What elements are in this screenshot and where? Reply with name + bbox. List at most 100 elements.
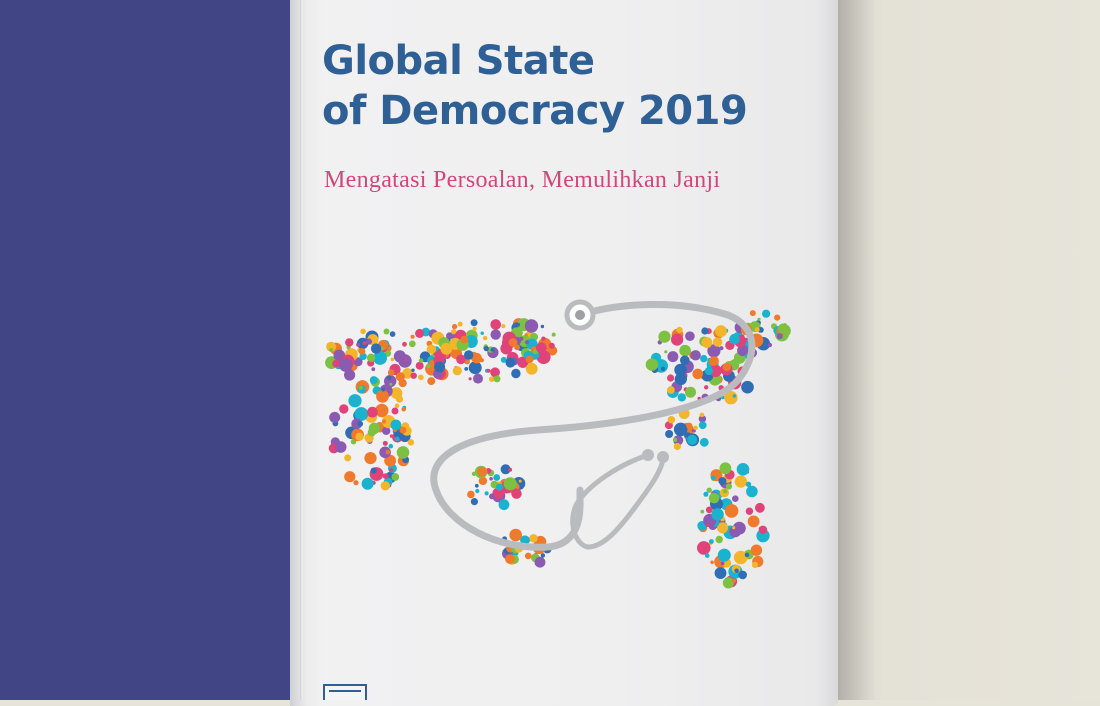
map-dot	[741, 380, 754, 394]
map-dot	[717, 522, 729, 534]
map-dot	[332, 359, 340, 368]
map-dot	[705, 523, 710, 528]
map-dot	[358, 348, 366, 355]
map-dot	[690, 350, 701, 361]
map-dot	[368, 422, 381, 434]
map-dot	[326, 341, 337, 352]
map-dot	[708, 492, 720, 504]
map-dot	[345, 338, 354, 347]
map-dot	[700, 354, 708, 363]
map-dot	[524, 319, 539, 333]
map-dot	[667, 351, 679, 363]
map-dot	[755, 502, 765, 513]
map-dot	[389, 382, 393, 386]
map-dot	[360, 328, 366, 335]
map-dot	[516, 322, 520, 327]
map-dot	[700, 509, 705, 514]
map-dot	[500, 464, 511, 475]
map-dot	[387, 369, 395, 376]
map-dot	[479, 358, 484, 363]
map-dot	[390, 357, 395, 362]
map-dot	[370, 467, 377, 474]
map-dot	[671, 333, 684, 346]
stethoscope-chestpiece-icon	[564, 299, 669, 463]
map-dot	[434, 361, 446, 373]
map-dot	[519, 336, 524, 341]
map-dot	[719, 346, 724, 351]
map-dot	[467, 490, 475, 499]
map-dot	[477, 466, 487, 477]
map-dot	[704, 366, 713, 376]
map-dot	[508, 467, 513, 472]
map-dot	[777, 323, 789, 335]
map-dot	[732, 495, 739, 502]
map-dot	[758, 525, 768, 534]
publisher-logo	[323, 684, 367, 700]
map-dot	[490, 319, 501, 330]
map-dot	[540, 553, 546, 558]
map-dot	[390, 387, 403, 399]
map-dot	[415, 361, 424, 370]
map-dot	[734, 475, 747, 488]
map-dot	[382, 419, 387, 424]
map-dot	[353, 480, 359, 486]
map-dot	[472, 326, 477, 331]
map-dot	[751, 561, 759, 568]
map-dot	[410, 334, 415, 339]
map-dot	[686, 422, 693, 429]
map-dot	[407, 439, 415, 446]
map-dot	[393, 350, 406, 363]
map-dot	[355, 432, 364, 441]
map-dot	[376, 389, 389, 403]
world-map-dots	[325, 309, 791, 589]
map-dot	[646, 361, 652, 367]
map-dot	[701, 337, 713, 348]
map-dot	[734, 568, 739, 574]
map-dot	[725, 483, 732, 490]
map-dot	[381, 388, 385, 392]
map-dot	[401, 406, 406, 412]
map-dot	[379, 446, 391, 459]
map-dot	[541, 336, 546, 341]
map-dot	[489, 493, 495, 500]
map-dot	[426, 364, 431, 369]
map-dot	[329, 347, 334, 352]
map-dot	[429, 359, 435, 365]
map-dot	[698, 415, 707, 423]
book-title: Global State of Democracy 2019	[322, 36, 748, 136]
stethoscope-icon	[430, 300, 756, 551]
map-dot	[745, 507, 754, 515]
map-dot	[710, 475, 716, 481]
map-dot	[711, 508, 724, 521]
map-dot	[427, 377, 436, 386]
book-subtitle: Mengatasi Persoalan, Memulihkan Janji	[324, 167, 721, 193]
map-dot	[475, 488, 480, 494]
map-dot	[334, 441, 347, 453]
map-dot	[525, 362, 538, 375]
map-dot	[673, 442, 681, 451]
map-dot	[480, 331, 484, 335]
map-dot	[667, 374, 675, 382]
map-dot	[524, 333, 528, 337]
map-dot	[498, 499, 510, 511]
map-dot	[667, 416, 676, 424]
map-dot	[774, 314, 781, 321]
map-dot	[722, 362, 731, 372]
map-dot	[474, 483, 479, 488]
map-dot	[674, 363, 687, 377]
map-dot	[674, 372, 687, 386]
map-dot	[354, 407, 369, 421]
map-dot	[676, 326, 683, 334]
map-dot	[767, 342, 773, 348]
map-dot	[707, 344, 721, 358]
map-dot	[356, 337, 369, 350]
map-dot	[679, 344, 691, 357]
map-dot	[715, 325, 727, 337]
map-dot	[384, 454, 396, 467]
map-dot	[391, 407, 399, 415]
map-dot	[697, 541, 711, 555]
map-dot	[511, 368, 521, 379]
map-dot	[524, 552, 532, 560]
map-dot	[388, 443, 394, 449]
map-dot	[699, 412, 705, 418]
